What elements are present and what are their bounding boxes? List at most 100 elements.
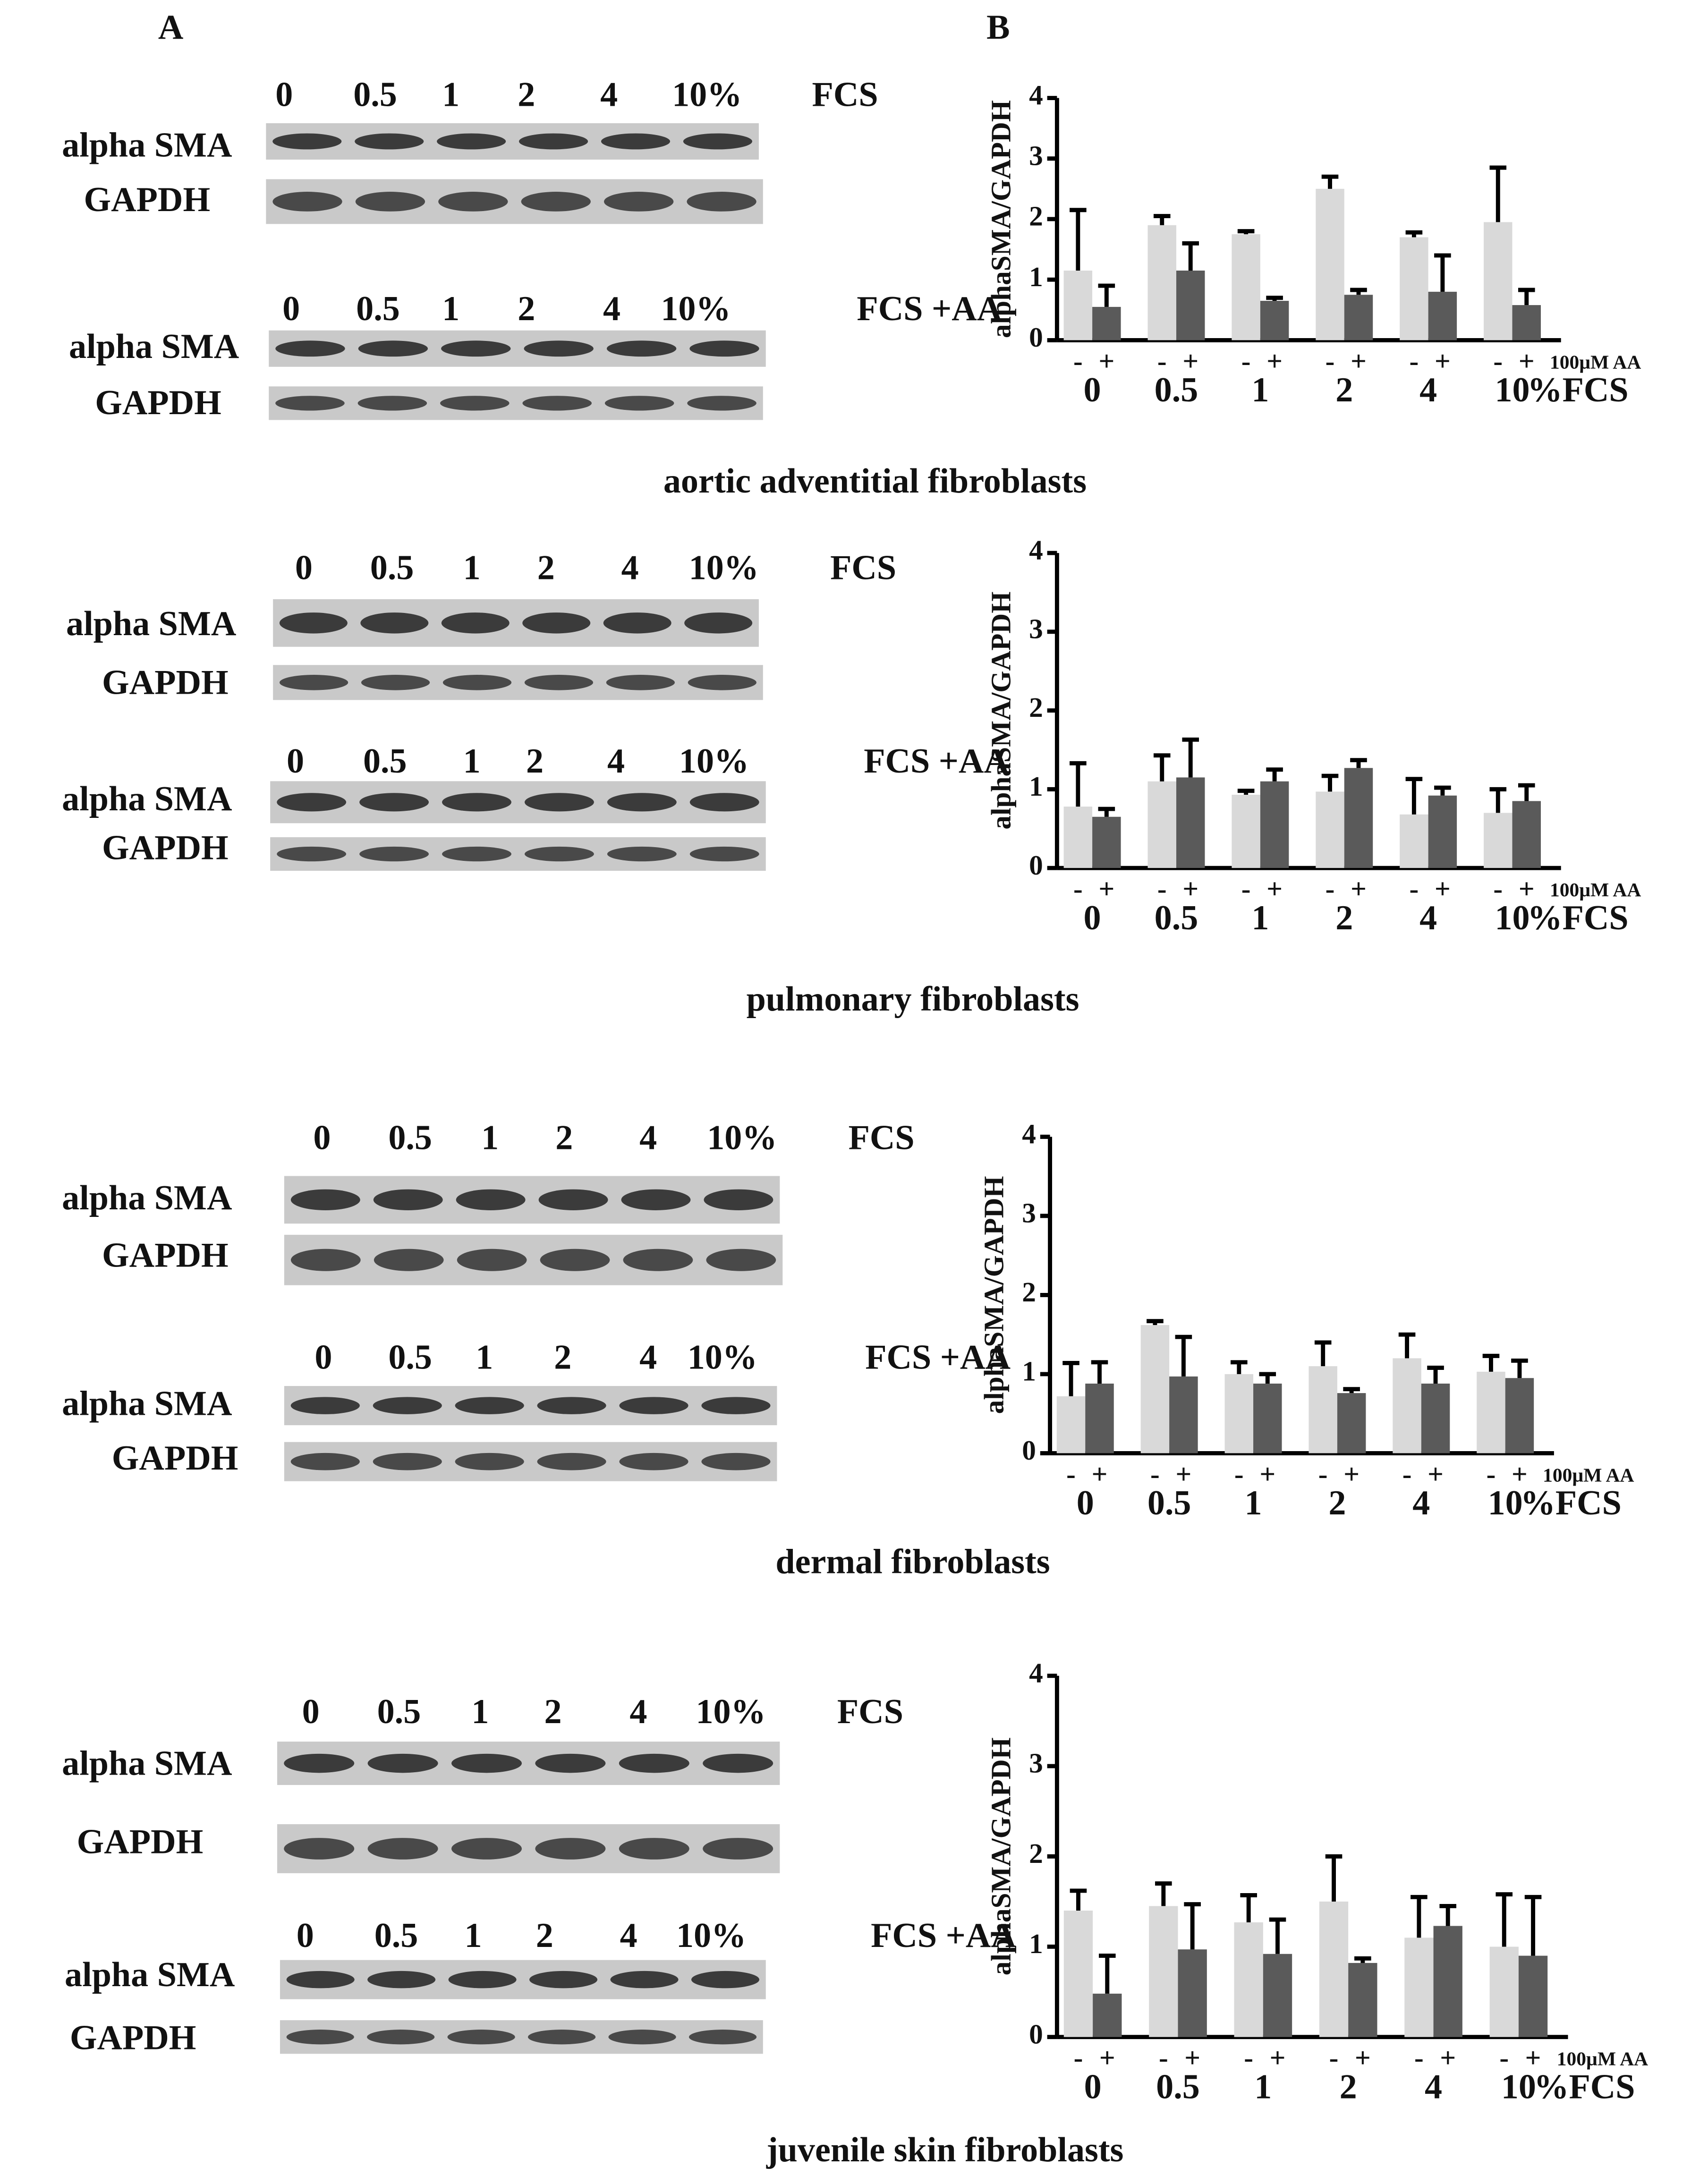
condition-label: FCS (849, 1118, 915, 1157)
series-caption: 100µM AA (1550, 879, 1641, 901)
x-tick-label: 2 (1335, 899, 1353, 937)
lane-label: 1 (476, 1338, 493, 1377)
lane-label: 0.5 (356, 289, 400, 328)
blot-band (441, 340, 511, 357)
blot-strip (269, 330, 766, 367)
x-tick-label: 0.5 (1156, 2067, 1200, 2106)
bar (1260, 301, 1289, 340)
lane-label: 0.5 (370, 549, 414, 587)
x-tick-label: 0 (1084, 899, 1101, 937)
blot-band (447, 2030, 515, 2045)
blot-band (703, 1753, 773, 1773)
blot-band (367, 1971, 436, 1989)
x-axis-label: %FCS (1534, 2067, 1635, 2106)
x-axis-label: %FCS (1521, 1484, 1622, 1522)
blot-band (521, 192, 591, 212)
lane-label: 1 (481, 1118, 499, 1157)
bar (1149, 1906, 1178, 2037)
row-label: GAPDH (70, 2019, 196, 2057)
blot-band (359, 846, 429, 862)
series-label: + (1440, 2042, 1456, 2074)
x-tick-label: 2 (1335, 371, 1353, 409)
series-label: + (1519, 345, 1535, 376)
series-label: + (1525, 2042, 1541, 2074)
blot-band (524, 340, 594, 357)
blot-strip (266, 123, 759, 160)
lane-label: 0.5 (353, 76, 397, 114)
row-label: GAPDH (77, 1823, 204, 1861)
blot-band (691, 1971, 760, 1989)
blot-band (373, 1397, 442, 1414)
series-label: - (1066, 1458, 1076, 1489)
x-tick-label: 0 (1084, 2067, 1102, 2106)
series-label: - (1499, 2042, 1509, 2074)
x-tick-label: 0 (1077, 1484, 1094, 1522)
series-label: + (1351, 345, 1367, 376)
blot-band (284, 1753, 355, 1773)
y-axis-label: alphaSMA/GAPDH (985, 1737, 1016, 1975)
series-caption: 100µM AA (1557, 2048, 1648, 2070)
lane-label: 4 (639, 1338, 657, 1377)
blot-band (706, 1249, 776, 1271)
series-label: + (1092, 1458, 1108, 1489)
blot-band (456, 1189, 526, 1210)
lane-label: 0.5 (388, 1338, 432, 1377)
bar (1477, 1371, 1505, 1453)
blot-band (367, 1838, 438, 1860)
lane-label: 0.5 (374, 1916, 418, 1955)
blot-band (284, 1838, 355, 1860)
blot-strip (284, 1442, 777, 1481)
row-label: alpha SMA (65, 1955, 235, 1994)
lane-label: 4 (621, 549, 639, 587)
bar (1063, 270, 1093, 340)
blot-band (357, 396, 427, 411)
blot-band (601, 133, 671, 150)
row-label: alpha SMA (62, 1385, 232, 1423)
x-tick-label: 10 (1488, 1484, 1523, 1522)
row-label: alpha SMA (62, 780, 232, 818)
lane-label: 0 (313, 1118, 331, 1157)
blot-band (451, 1838, 522, 1860)
series-label: + (1351, 873, 1367, 904)
bar (1309, 1366, 1337, 1453)
bar (1433, 1926, 1462, 2037)
series-label: - (1410, 873, 1419, 904)
x-tick-label: 1 (1245, 1484, 1262, 1522)
x-tick-label: 4 (1419, 899, 1437, 937)
series-label: + (1343, 1458, 1360, 1489)
row-label: GAPDH (102, 829, 229, 867)
blot-band (621, 1189, 691, 1210)
row-label: alpha SMA (66, 604, 236, 643)
blot-band (367, 1753, 438, 1773)
blot-band (455, 1453, 524, 1470)
lane-label: 0 (287, 742, 304, 781)
series-label: - (1402, 1458, 1412, 1489)
bar (1093, 1993, 1122, 2037)
panel-label: B (986, 8, 1010, 47)
blot-band (359, 793, 429, 812)
blot-band (519, 133, 588, 150)
bar (1092, 306, 1121, 340)
blot-band (623, 1249, 693, 1271)
lane-label: 10% (661, 289, 731, 328)
series-label: + (1098, 345, 1114, 376)
blot-band (524, 675, 594, 690)
bar (1176, 270, 1205, 340)
section-caption: aortic adventitial fibroblasts (663, 462, 1087, 501)
blot-band (619, 1397, 688, 1414)
bar (1348, 1963, 1377, 2037)
bar (1512, 305, 1541, 340)
series-label: + (1098, 873, 1114, 904)
blot-band (524, 793, 594, 812)
blot-band (355, 192, 425, 212)
y-tick-label: 2 (1029, 1838, 1043, 1869)
blot-band (374, 1249, 444, 1271)
x-tick-label: 2 (1328, 1484, 1346, 1522)
blot-band (689, 793, 759, 812)
lane-label: 4 (629, 1692, 647, 1731)
y-tick-label: 1 (1022, 1356, 1036, 1387)
bar (1489, 1946, 1519, 2037)
section-caption: dermal fibroblasts (775, 1543, 1050, 1581)
bar (1344, 768, 1373, 868)
y-tick-label: 2 (1029, 692, 1043, 723)
